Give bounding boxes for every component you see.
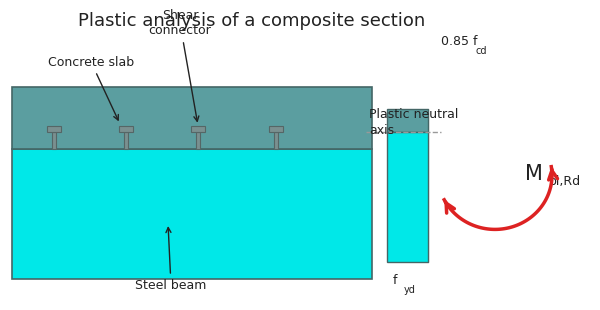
- Bar: [124, 132, 128, 149]
- Bar: [12, 149, 372, 279]
- Bar: [12, 87, 372, 149]
- Text: f: f: [393, 274, 398, 287]
- Bar: [387, 132, 428, 262]
- Text: yd: yd: [404, 285, 416, 295]
- Bar: [269, 126, 283, 132]
- Bar: [52, 132, 56, 149]
- Bar: [47, 126, 61, 132]
- Bar: [196, 132, 200, 149]
- Text: cd: cd: [476, 46, 487, 56]
- Text: M: M: [525, 164, 543, 184]
- Text: Plastic neutral
axis: Plastic neutral axis: [369, 108, 458, 137]
- Text: Plastic analysis of a composite section: Plastic analysis of a composite section: [79, 12, 425, 30]
- Text: 0.85 f: 0.85 f: [441, 35, 478, 48]
- Bar: [387, 109, 428, 132]
- Text: pl,Rd: pl,Rd: [549, 175, 581, 188]
- Bar: [191, 126, 205, 132]
- Bar: [274, 132, 278, 149]
- Bar: [119, 126, 133, 132]
- Text: Steel beam: Steel beam: [136, 228, 206, 292]
- Text: Concrete slab: Concrete slab: [48, 55, 134, 120]
- Text: Shear
connector: Shear connector: [149, 9, 211, 121]
